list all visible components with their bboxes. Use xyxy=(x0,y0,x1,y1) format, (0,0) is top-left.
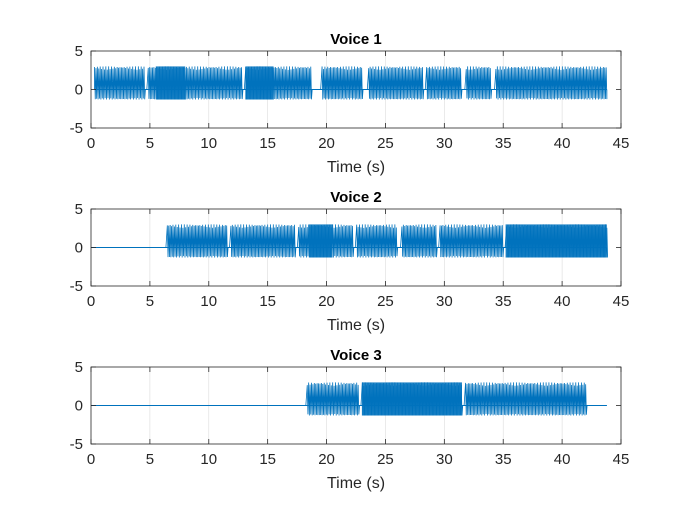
x-tick-label: 5 xyxy=(146,451,154,468)
series-dense-block xyxy=(308,224,333,258)
x-tick-label: 0 xyxy=(87,451,95,468)
x-tick-label: 10 xyxy=(200,135,217,152)
y-tick-label: -5 xyxy=(70,436,83,453)
x-tick-label: 15 xyxy=(259,293,276,310)
x-tick-label: 45 xyxy=(613,293,630,310)
x-tick-label: 25 xyxy=(377,135,394,152)
x-tick-label: 35 xyxy=(495,293,512,310)
x-tick-label: 25 xyxy=(377,451,394,468)
series-dense-block xyxy=(505,224,607,258)
x-tick-label: 35 xyxy=(495,135,512,152)
x-axis-label: Time (s) xyxy=(327,475,385,492)
x-tick-label: 15 xyxy=(259,135,276,152)
y-tick-label: 0 xyxy=(75,398,83,415)
y-tick-label: 5 xyxy=(75,359,83,376)
x-tick-label: 5 xyxy=(146,135,154,152)
y-tick-label: -5 xyxy=(70,120,83,137)
x-tick-label: 40 xyxy=(554,135,571,152)
x-tick-label: 10 xyxy=(200,451,217,468)
x-tick-label: 15 xyxy=(259,451,276,468)
series-line xyxy=(91,382,607,416)
x-tick-label: 0 xyxy=(87,135,95,152)
x-tick-label: 40 xyxy=(554,293,571,310)
series-dense-block xyxy=(155,66,186,100)
y-tick-label: 5 xyxy=(75,201,83,218)
x-tick-label: 45 xyxy=(613,451,630,468)
x-tick-label: 10 xyxy=(200,293,217,310)
x-axis-label: Time (s) xyxy=(327,159,385,176)
x-tick-label: 30 xyxy=(436,135,453,152)
y-tick-label: 0 xyxy=(75,240,83,257)
series-dense-block xyxy=(361,382,462,416)
y-tick-label: 0 xyxy=(75,82,83,99)
series-dense-block xyxy=(245,66,274,100)
chart-title: Voice 1 xyxy=(330,31,381,48)
chart-title: Voice 2 xyxy=(330,189,381,206)
x-tick-label: 20 xyxy=(318,293,335,310)
y-tick-label: -5 xyxy=(70,278,83,295)
x-tick-label: 30 xyxy=(436,293,453,310)
chart-title: Voice 3 xyxy=(330,347,381,364)
x-tick-label: 30 xyxy=(436,451,453,468)
x-tick-label: 45 xyxy=(613,135,630,152)
x-axis-label: Time (s) xyxy=(327,317,385,334)
x-tick-label: 25 xyxy=(377,293,394,310)
x-tick-label: 0 xyxy=(87,293,95,310)
x-tick-label: 20 xyxy=(318,135,335,152)
x-tick-label: 35 xyxy=(495,451,512,468)
y-tick-label: 5 xyxy=(75,43,83,60)
x-tick-label: 20 xyxy=(318,451,335,468)
x-tick-label: 40 xyxy=(554,451,571,468)
x-tick-label: 5 xyxy=(146,293,154,310)
